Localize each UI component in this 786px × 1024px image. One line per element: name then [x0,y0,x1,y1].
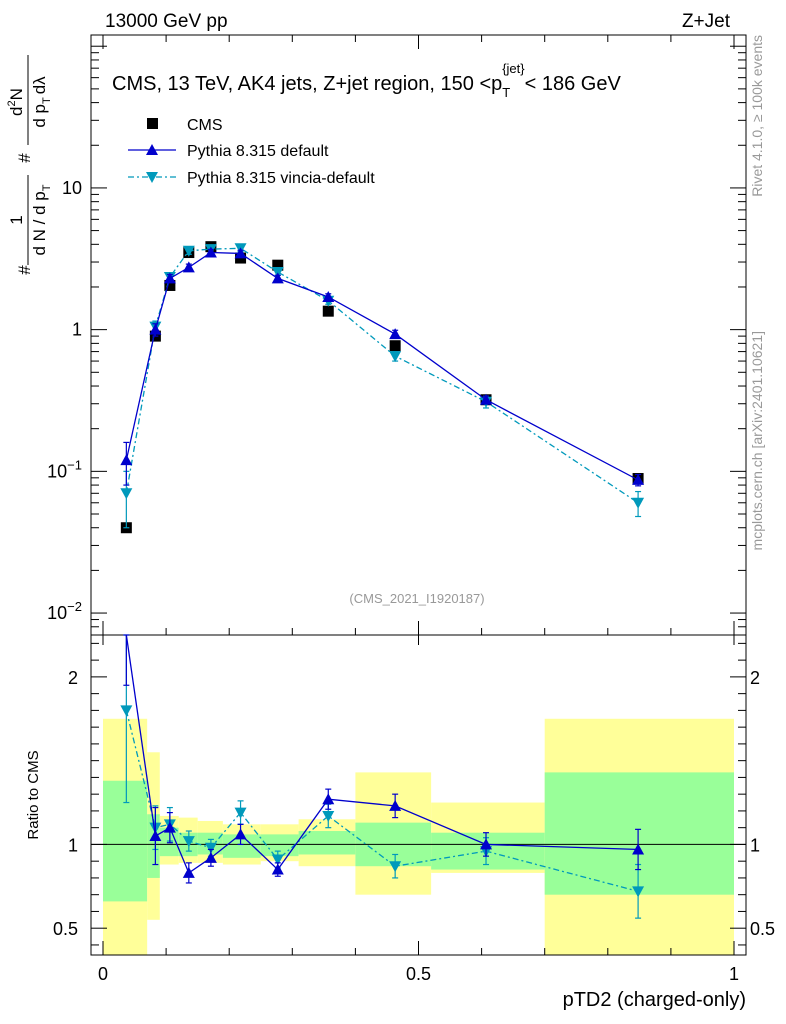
ratio-y-tick-label-right: 0.5 [750,919,775,939]
default-main-marker [632,473,645,485]
green-band-7 [298,831,356,855]
default-ratio-marker [163,821,176,833]
default-main-marker [389,328,402,340]
vincia-ratio-marker [182,836,195,848]
default-main-marker [149,323,162,335]
default-ratio-marker [234,828,247,840]
rivet-version-label: Rivet 4.1.0, ≥ 100k events [749,35,765,197]
cms-data-point [322,305,334,317]
green-band-6 [260,834,299,857]
default-main-marker [120,454,133,466]
default-main-line [125,251,639,481]
vincia-ratio-marker [120,705,133,717]
analysis-watermark: (CMS_2021_I1920187) [349,591,484,606]
default-main-marker [182,261,195,273]
default-ratio-marker [632,843,645,855]
default-ratio-marker [204,851,217,863]
header-left: 13000 GeV pp [105,11,228,32]
green-band-0 [103,780,148,902]
default-ratio-marker [271,863,284,875]
cms-data-point [164,279,176,291]
green-band-10 [544,772,734,895]
legend-marker-pythia-default [146,144,158,155]
svg-text:d pTdλ: d pTdλ [30,76,53,128]
default-ratio-marker [389,799,402,811]
vincia-main-line [125,247,639,504]
default-ratio-marker [322,793,335,805]
legend-marker-cms [147,118,158,129]
ratio-y-tick-label-right: 2 [750,668,760,688]
vincia-main-marker [389,351,402,363]
vincia-main-marker [182,245,195,257]
vincia-ratio-marker [204,842,217,854]
x-axis-label: pTD2 (charged-only) [563,989,746,1011]
default-ratio-marker [182,866,195,878]
vincia-ratio-marker [234,807,247,819]
main-y-tick-label: 10 [62,178,82,198]
cms-data-point [272,259,284,271]
default-main-marker [204,246,217,258]
x-tick-label: 0 [98,964,108,984]
header-right: Z+Jet [682,11,731,32]
vincia-ratio-marker [632,886,645,898]
legend-label-pythia-default: Pythia 8.315 default [187,143,329,160]
mcplots-credit-label: mcplots.cern.ch [arXiv:2401.10621] [749,331,765,550]
ratio-y-tick-label-left: 0.5 [53,919,78,939]
ratio-y-tick-label-right: 1 [750,835,760,855]
main-y-tick-label: 10−2 [47,599,82,623]
svg-text:#: # [15,265,34,275]
ratio-y-tick-label-left: 1 [68,835,78,855]
axis-tick-labels: 0 0.5 1 10−2 10−1 1 10 0.5 0.5 1 1 2 2 [47,178,775,984]
vincia-ratio-line [125,710,639,892]
chart-title: CMS, 13 TeV, AK4 jets, Z+jet region, 150… [112,61,621,100]
legend-marker-pythia-vincia [146,172,158,183]
main-series [120,241,645,534]
main-y-tick-label: 10−1 [47,457,82,481]
svg-text:1: 1 [7,215,26,224]
legend-label-cms: CMS [187,117,223,134]
vincia-ratio-marker [389,861,402,873]
legend: CMS Pythia 8.315 default Pythia 8.315 vi… [128,117,375,187]
default-ratio-marker [480,838,493,850]
vincia-main-marker [120,488,133,500]
default-main-marker [163,272,176,284]
svg-text:#: # [15,153,34,163]
default-ratio-marker [149,830,162,842]
ratio-y-axis-label: Ratio to CMS [25,750,42,839]
svg-text:d2N: d2N [6,88,26,116]
vincia-ratio-marker [322,810,335,822]
cms-data-point [389,340,401,352]
legend-label-pythia-vincia: Pythia 8.315 vincia-default [187,170,375,187]
default-main-marker [234,247,247,259]
ratio-series [120,634,645,919]
green-band-2 [159,827,179,857]
default-main-marker [322,290,335,302]
axis-ticks [91,35,746,955]
main-y-axis-label: # 1 d N / d pT # d2N d pTdλ [6,55,53,275]
default-main-marker [480,393,493,405]
x-tick-label: 0.5 [406,964,431,984]
svg-text:d N / d pT: d N / d pT [30,184,53,255]
x-tick-label: 1 [729,964,739,984]
vincia-main-marker [632,497,645,509]
vincia-ratio-marker [271,854,284,866]
ratio-y-tick-label-left: 2 [68,668,78,688]
default-main-marker [271,272,284,284]
main-y-tick-label: 1 [72,320,82,340]
